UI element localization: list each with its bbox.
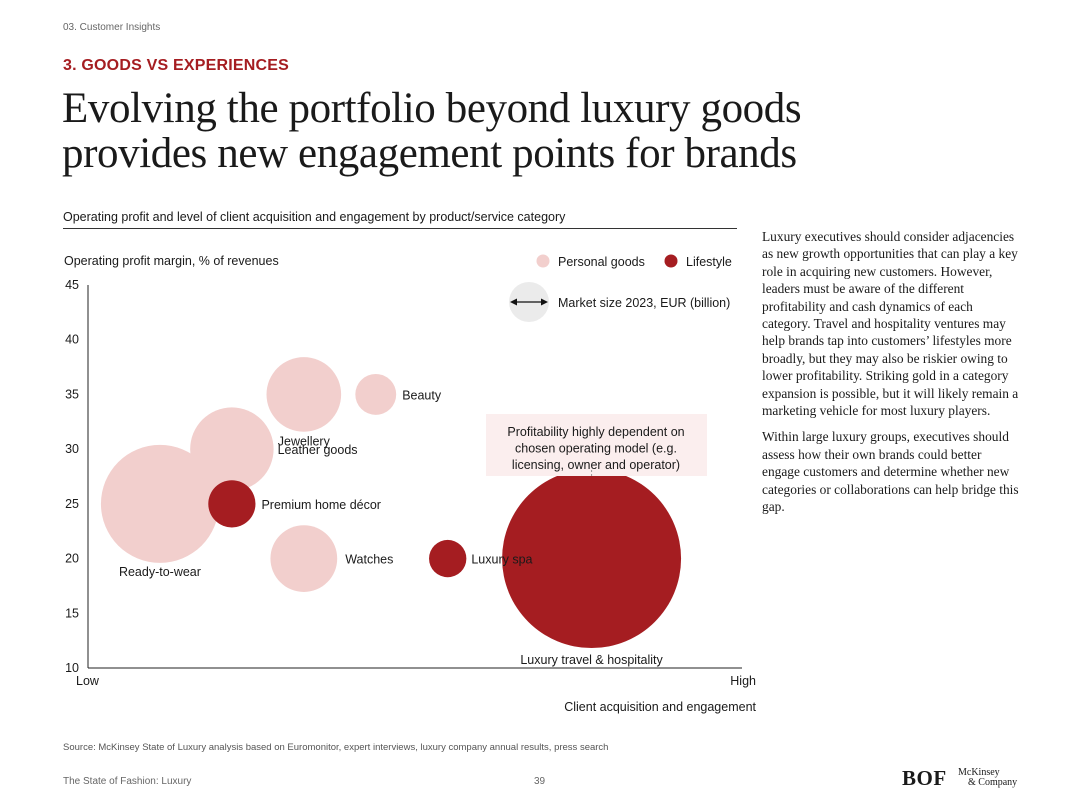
legend-swatch-lifestyle	[664, 254, 678, 268]
annotation-box	[486, 414, 707, 476]
legend-size-arrowhead-left	[510, 298, 517, 306]
body-paragraph: Luxury executives should consider adjace…	[762, 229, 1019, 419]
body-paragraph: Within large luxury groups, executives s…	[762, 429, 1019, 515]
bubble-ready-to-wear	[100, 444, 219, 563]
x-axis-high-label: High	[730, 674, 756, 688]
bubble-label-premium-home-d-cor: Premium home décor	[261, 498, 381, 512]
annotation-text-line: Profitability highly dependent on	[507, 425, 684, 439]
y-tick-label: 25	[65, 497, 79, 511]
x-axis-low-label: Low	[76, 674, 100, 688]
bubble-luxury-travel-hospitality	[502, 469, 682, 649]
y-tick-label: 35	[65, 387, 79, 401]
legend-size-label: Market size 2023, EUR (billion)	[558, 296, 730, 310]
page-title: Evolving the portfolio beyond luxury goo…	[62, 86, 922, 176]
y-axis-label: Operating profit margin, % of revenues	[64, 254, 279, 268]
legend-label-lifestyle: Lifestyle	[686, 255, 732, 269]
bubble-label-luxury-spa: Luxury spa	[471, 553, 532, 567]
bubble-premium-home-d-cor	[208, 480, 256, 528]
bubble-label-watches: Watches	[345, 553, 393, 567]
y-tick-label: 45	[65, 278, 79, 292]
legend-label-personal-goods: Personal goods	[558, 255, 645, 269]
annotation-text-line: licensing, owner and operator)	[512, 458, 680, 472]
y-tick-label: 20	[65, 552, 79, 566]
publication-name: The State of Fashion: Luxury	[63, 776, 192, 787]
page-number: 39	[534, 776, 546, 787]
x-axis-label: Client acquisition and engagement	[564, 700, 756, 714]
section-label: 03. Customer Insights	[63, 22, 161, 33]
bubble-luxury-spa	[429, 539, 467, 578]
y-tick-label: 40	[65, 333, 79, 347]
bubble-jewellery	[266, 357, 342, 432]
kicker: 3. GOODS VS EXPERIENCES	[63, 57, 289, 74]
y-tick-label: 30	[65, 442, 79, 456]
body-copy: Luxury executives should consider adjace…	[762, 228, 1020, 525]
headline-line-2: provides new engagement points for brand…	[62, 130, 797, 177]
y-tick-label: 10	[65, 661, 79, 675]
mckinsey-logo: McKinsey & Company	[958, 768, 1017, 788]
source-note: Source: McKinsey State of Luxury analysi…	[63, 742, 609, 753]
bubble-beauty	[355, 373, 397, 415]
legend-size-arrowhead-right	[541, 298, 548, 306]
bubble-watches	[270, 525, 338, 592]
bubble-label-leather-goods: Leather goods	[278, 443, 358, 457]
bubble-leather-goods	[190, 407, 274, 491]
bof-logo: BOF	[902, 766, 947, 790]
legend-swatch-personal-goods	[536, 254, 550, 268]
bubble-label-luxury-travel-hospitality: Luxury travel & hospitality	[520, 653, 663, 667]
bubble-label-beauty: Beauty	[402, 388, 442, 402]
mckinsey-logo-line-1: McKinsey	[958, 767, 1000, 778]
y-tick-label: 15	[65, 606, 79, 620]
annotation-text-line: chosen operating model (e.g.	[515, 442, 677, 456]
chart-title: Operating profit and level of client acq…	[63, 210, 566, 224]
bubble-label-jewellery: Jewellery	[278, 435, 331, 449]
headline-line-1: Evolving the portfolio beyond luxury goo…	[62, 85, 802, 132]
mckinsey-logo-line-2: & Company	[968, 777, 1018, 788]
chart-title-divider	[63, 228, 737, 229]
annotation-text: Profitability highly dependent on chosen …	[507, 425, 684, 472]
bubble-label-ready-to-wear: Ready-to-wear	[119, 565, 201, 579]
